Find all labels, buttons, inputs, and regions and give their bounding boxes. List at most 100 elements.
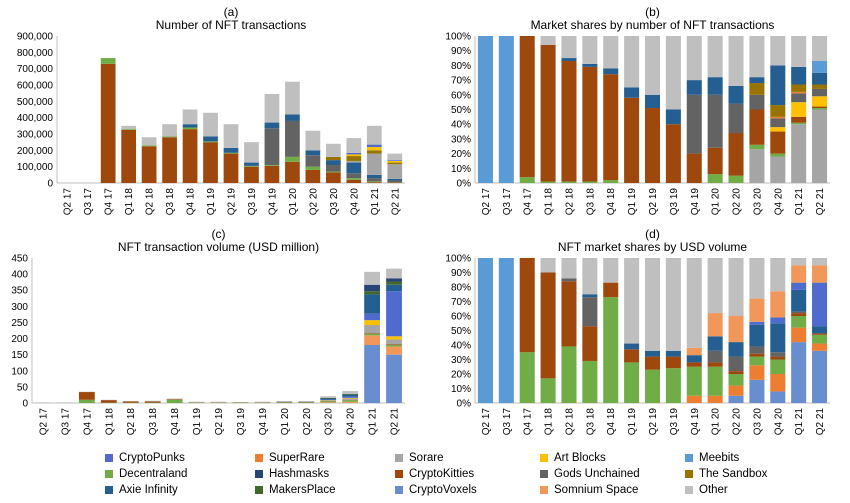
legend-swatch [105,454,113,462]
bar-segment-axie-infinity [264,122,280,129]
bar-segment-cryptokitties [162,137,177,183]
bar-segment-somnium-space [707,313,723,337]
x-tick-label: Q2 19 [214,408,225,436]
bar-segment-cryptokitties [770,356,786,360]
bar-segment-other [582,258,598,295]
bar-segment-gods-unchained [346,173,362,179]
x-tick-label: Q3 20 [324,408,335,436]
bar-segment-art-blocks [346,154,362,157]
bar-segment-axie-infinity [223,147,239,153]
bar-segment-axie-infinity [707,77,723,95]
y-tick-label: 50% [451,326,471,337]
y-tick-label: 10% [451,164,471,175]
x-tick-label: Q3 18 [585,188,596,216]
bar-segment-other [285,81,300,115]
legend-item: CryptoKitties [395,468,474,480]
y-tick-label: 350 [11,286,28,297]
legend-swatch [105,470,113,478]
bar-segment-cryptopunks [749,321,765,325]
bar-segment-other [812,36,828,61]
y-tick-label: 30% [451,134,471,145]
bar-segment-cryptokitties [791,116,807,123]
bar-segment-axie-infinity [582,294,598,298]
bar-segment-gods-unchained [728,103,744,134]
bar-segment-other [728,36,744,86]
bar-segment-other [561,36,577,59]
x-tick-label: Q2 21 [815,408,826,436]
legend-item: Hashmasks [255,468,329,480]
bar-segment-decentraland [644,369,661,403]
bar-segment-other [707,258,723,314]
bar-segment-superrare [686,395,702,403]
legend-label: Decentraland [119,468,188,480]
bar-segment-art-blocks [812,96,828,107]
bar-segment-other [582,36,598,64]
bar-segment-axie-infinity [707,336,723,351]
legend-item: Other [685,484,728,496]
bar-segment-axie-infinity [364,294,380,314]
y-tick-label: 200 [11,334,28,345]
legend-item: CryptoVoxels [395,484,477,496]
bar-segment-axie-infinity [686,80,702,95]
bar-segment-cryptopunks [346,152,362,155]
legend-swatch [395,486,403,494]
legend-item: MakersPlace [255,484,335,496]
x-tick-label: Q3 17 [502,188,513,216]
y-tick-label: 60% [451,312,471,323]
bar-segment-decentraland [519,352,535,403]
y-tick-label: 50% [451,105,471,116]
y-tick-label: 50 [17,382,29,393]
x-tick-label: Q1 21 [370,188,381,216]
legend-swatch [685,486,693,494]
bar-segment-other [686,258,702,348]
legend-label: Axie Infinity [119,484,178,496]
bar-segment-cryptokitties [346,179,362,183]
panel-3: (d)NFT market shares by USD volume 0% 10% 2… [445,227,830,435]
bar-segment-cryptokitties [582,66,598,182]
chart-title: Market shares by number of NFT transacti… [531,18,775,32]
x-tick-label: Q1 18 [104,408,115,436]
x-tick-label: Q4 18 [606,188,617,216]
bar-segment-sorare [342,398,359,400]
bar-segment-other [812,258,828,266]
bar-segment-the-sandbox [770,105,786,117]
legend-label: CryptoPunks [119,452,185,464]
bar-segment-gods-unchained [366,178,382,182]
bar-segment-the-sandbox [325,156,341,161]
bar-segment-other [387,153,403,161]
legend-label: SuperRare [269,452,325,464]
bar-segment-decentraland [707,366,723,396]
bar-segment-decentraland [582,360,598,403]
x-tick-label: Q1 21 [794,408,805,436]
bar-segment-axie-infinity [770,323,786,353]
y-tick-label: 400 [11,270,28,281]
bar-segment-art-blocks [770,127,786,132]
bar-segment-cryptopunks [320,399,337,401]
bar-segment-cryptokitties [223,153,239,183]
bar-segment-other [603,258,619,283]
panel-label: (a) [224,5,239,19]
bar-segment-cryptokitties [812,333,828,335]
bar-segment-decentraland [540,181,556,183]
bar-segment-cryptopunks [791,282,807,290]
y-tick-label: 0% [457,399,472,410]
bar-segment-sorare [812,109,828,183]
y-tick-label: 60% [451,90,471,101]
x-tick-label: Q4 17 [523,408,534,436]
bar-segment-gods-unchained [561,278,577,282]
bar-segment-cryptokitties [728,371,744,374]
legend-label: The Sandbox [699,468,768,480]
x-tick-label: Q1 19 [627,408,638,436]
bar-segment-axie-infinity [244,162,259,166]
bar-segment-axie-infinity [603,68,619,75]
bar-segment-superrare [770,116,786,119]
bar-segment-axie-infinity [342,394,359,397]
bar-segment-somnium-space [770,291,786,318]
y-tick-label: 90% [451,268,471,279]
bar-segment-the-sandbox [791,84,807,92]
bar-segment-cryptokitties [364,333,380,334]
bar-segment-other [298,401,315,402]
y-tick-label: 400,000 [17,113,54,124]
bar-segment-decentraland [561,346,577,403]
bar-segment-decentraland [561,181,577,183]
